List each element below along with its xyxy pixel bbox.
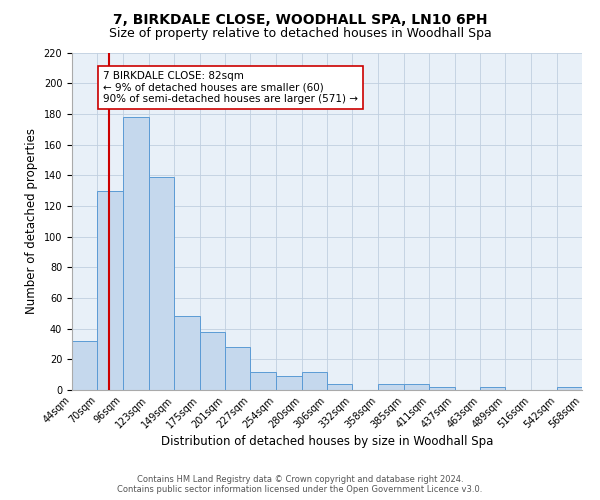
Bar <box>404 384 429 390</box>
Bar <box>250 372 277 390</box>
Bar <box>480 387 505 390</box>
Y-axis label: Number of detached properties: Number of detached properties <box>25 128 38 314</box>
Bar <box>174 316 199 390</box>
Bar <box>122 117 149 390</box>
Text: Size of property relative to detached houses in Woodhall Spa: Size of property relative to detached ho… <box>109 28 491 40</box>
Text: 7, BIRKDALE CLOSE, WOODHALL SPA, LN10 6PH: 7, BIRKDALE CLOSE, WOODHALL SPA, LN10 6P… <box>113 12 487 26</box>
Bar <box>327 384 352 390</box>
Bar <box>302 372 327 390</box>
X-axis label: Distribution of detached houses by size in Woodhall Spa: Distribution of detached houses by size … <box>161 436 493 448</box>
Bar <box>97 190 122 390</box>
Bar <box>149 177 174 390</box>
Bar <box>72 341 97 390</box>
Bar <box>225 347 250 390</box>
Bar <box>557 387 582 390</box>
Bar <box>277 376 302 390</box>
Bar <box>429 387 455 390</box>
Bar <box>199 332 225 390</box>
Text: 7 BIRKDALE CLOSE: 82sqm
← 9% of detached houses are smaller (60)
90% of semi-det: 7 BIRKDALE CLOSE: 82sqm ← 9% of detached… <box>103 71 358 104</box>
Bar <box>377 384 404 390</box>
Text: Contains HM Land Registry data © Crown copyright and database right 2024.
Contai: Contains HM Land Registry data © Crown c… <box>118 474 482 494</box>
